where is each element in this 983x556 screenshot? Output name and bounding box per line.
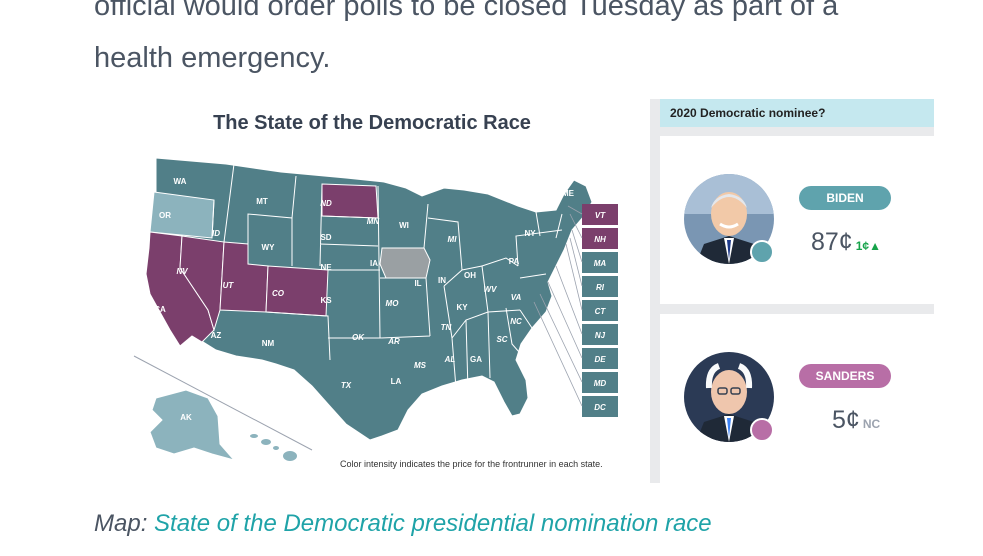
figure: WA OR CA ID NV MT WY UT AZ CO NM ND SD N…	[94, 98, 934, 483]
state-label-wa: WA	[174, 177, 187, 186]
us-map-svg: WA OR CA ID NV MT WY UT AZ CO NM ND SD N…	[133, 157, 618, 461]
state-label-il: IL	[414, 279, 421, 288]
figure-caption: Map: State of the Democratic presidentia…	[94, 510, 712, 538]
article-paragraph: official would order polls to be closed …	[94, 0, 954, 84]
state-label-ok: OK	[352, 333, 365, 342]
alaska-border-line	[133, 355, 313, 451]
up-arrow-icon: ▲	[869, 239, 881, 253]
small-state-label-nh: NH	[594, 235, 606, 244]
small-state-label-vt: VT	[595, 211, 606, 220]
state-label-ak: AK	[180, 413, 192, 422]
state-label-or: OR	[159, 211, 171, 220]
candidate-price: 5¢ NC	[832, 406, 880, 435]
state-label-va: VA	[511, 293, 522, 302]
price-change: NC	[862, 417, 881, 431]
state-label-mn: MN	[367, 217, 380, 226]
candidate-name-pill: SANDERS	[799, 364, 891, 388]
state-borders	[211, 163, 563, 391]
state-label-ne: NE	[320, 263, 332, 272]
small-state-labels: VT NH MA RI CT NJ DE MD DC	[594, 211, 607, 412]
state-label-ia: IA	[370, 259, 378, 268]
state-label-nc: NC	[510, 317, 522, 326]
state-label-oh: OH	[464, 271, 476, 280]
state-label-fl: FL	[499, 405, 509, 414]
small-state-label-ri: RI	[596, 283, 605, 292]
state-label-la: LA	[391, 377, 402, 386]
state-label-sc: SC	[496, 335, 507, 344]
state-label-ca: CA	[154, 305, 166, 314]
state-label-mo: MO	[386, 299, 400, 308]
state-label-ks: KS	[320, 296, 332, 305]
state-label-ms: MS	[414, 361, 427, 370]
small-state-label-dc: DC	[594, 403, 606, 412]
state-labels: WA OR CA ID NV MT WY UT AZ CO NM ND SD N…	[154, 177, 574, 422]
state-label-tn: TN	[441, 323, 452, 332]
state-label-wy: WY	[262, 243, 276, 252]
price-change-value: 1¢	[855, 239, 870, 253]
prediction-market-widget[interactable]: 2020 Democratic nominee? BIDEN 87¢ 1¢▲	[650, 99, 934, 483]
state-label-pa: PA	[509, 257, 520, 266]
price-change: 1¢▲	[856, 239, 881, 253]
avatar-biden	[684, 174, 774, 264]
state-label-in: IN	[438, 276, 446, 285]
state-label-co: CO	[272, 289, 285, 298]
small-state-label-nj: NJ	[595, 331, 606, 340]
state-label-nv: NV	[176, 267, 188, 276]
candidate-price: 87¢ 1¢▲	[811, 228, 881, 257]
state-label-sd: SD	[320, 233, 331, 242]
state-label-nd: ND	[320, 199, 332, 208]
price-value: 5¢	[832, 406, 860, 434]
state-label-al: AL	[444, 355, 456, 364]
candidate-card-sanders[interactable]: SANDERS 5¢ NC	[660, 314, 934, 483]
map-footnote: Color intensity indicates the price for …	[340, 459, 603, 469]
leader-lines	[533, 205, 583, 407]
state-alaska	[149, 389, 236, 461]
state-label-ar: AR	[387, 337, 400, 346]
candidate-color-dot	[750, 418, 774, 442]
caption-prefix: Map:	[94, 510, 155, 537]
small-state-label-md: MD	[594, 379, 607, 388]
state-label-ny: NY	[524, 229, 536, 238]
state-label-me: ME	[562, 189, 575, 198]
state-label-wv: WV	[484, 285, 498, 294]
candidate-card-biden[interactable]: BIDEN 87¢ 1¢▲	[660, 136, 934, 304]
state-label-nm: NM	[262, 339, 275, 348]
state-label-ut: UT	[223, 281, 235, 290]
paragraph-line-2: health emergency.	[94, 42, 331, 74]
paragraph-line-1: official would order polls to be closed …	[94, 0, 839, 22]
state-label-az: AZ	[211, 331, 222, 340]
small-state-label-ma: MA	[594, 259, 607, 268]
price-value: 87¢	[811, 228, 853, 256]
market-question: 2020 Democratic nominee?	[660, 99, 934, 127]
state-label-mt: MT	[256, 197, 268, 206]
candidate-name-pill: BIDEN	[799, 186, 891, 210]
candidate-color-dot	[750, 240, 774, 264]
state-label-ga: GA	[470, 355, 482, 364]
state-label-ky: KY	[456, 303, 468, 312]
state-iowa	[379, 247, 431, 279]
small-state-label-de: DE	[594, 355, 606, 364]
small-state-boxes	[582, 204, 618, 417]
map-title: The State of the Democratic Race	[213, 112, 531, 134]
state-label-id: ID	[212, 229, 220, 238]
state-hawaii	[250, 434, 297, 461]
democratic-race-map[interactable]: WA OR CA ID NV MT WY UT AZ CO NM ND SD N…	[116, 98, 650, 483]
state-label-mi: MI	[448, 235, 458, 244]
state-label-tx: TX	[341, 381, 352, 390]
caption-link[interactable]: State of the Democratic presidential nom…	[154, 510, 712, 537]
small-state-label-ct: CT	[595, 307, 607, 316]
state-label-wi: WI	[399, 221, 409, 230]
